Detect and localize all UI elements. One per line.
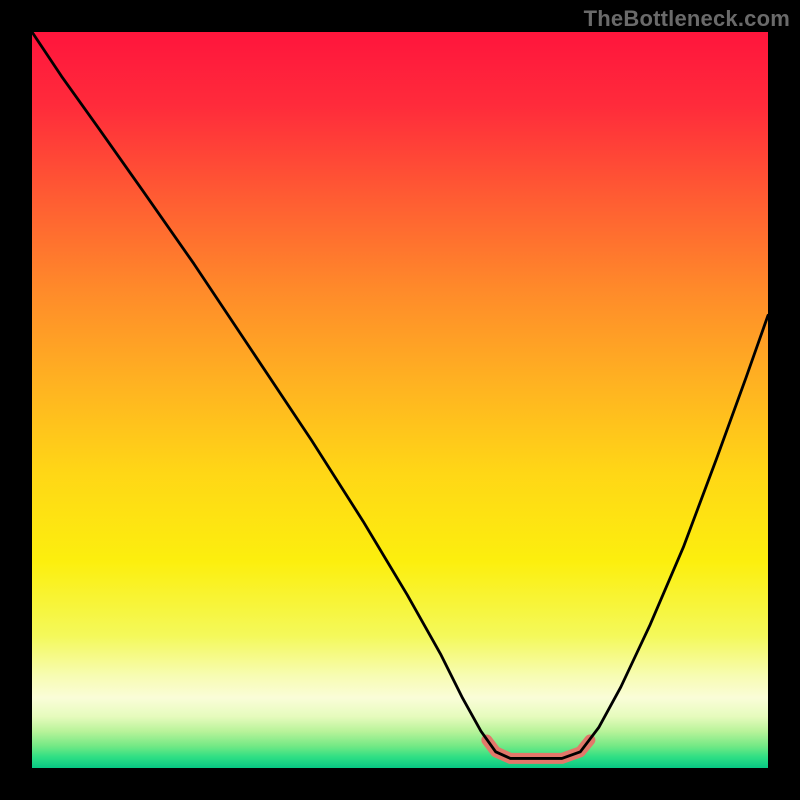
plot-svg: [32, 32, 768, 768]
watermark-text: TheBottleneck.com: [584, 6, 790, 32]
gradient-background: [32, 32, 768, 768]
plot-area: [32, 32, 768, 768]
chart-container: TheBottleneck.com: [0, 0, 800, 800]
